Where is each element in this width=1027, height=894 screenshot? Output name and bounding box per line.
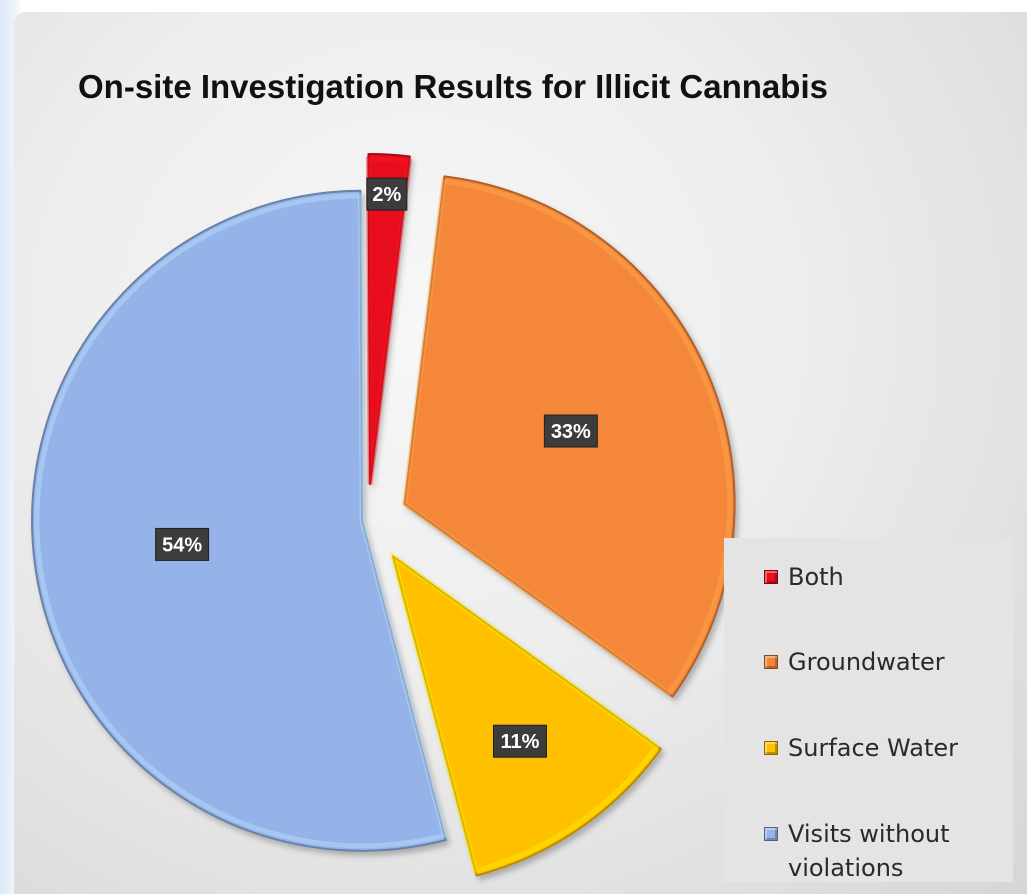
legend-label-visits-without-violations: Visits without violations	[788, 820, 950, 882]
legend-swatch-surface-water	[764, 741, 778, 755]
data-label-both: 2%	[366, 177, 408, 211]
legend-item-both: Both	[724, 560, 1013, 594]
legend-label-groundwater: Groundwater	[788, 648, 945, 676]
data-label-surface-water: 11%	[492, 724, 547, 758]
legend-item-surface-water: Surface Water	[724, 731, 1013, 765]
chart-title: On-site Investigation Results for Illici…	[78, 68, 828, 105]
pie-slice-bevel-groundwater	[402, 178, 733, 698]
pie-slice-bevel-surface-water	[388, 550, 661, 874]
legend-item-visits-without-violations: Visits without violations	[724, 817, 1013, 885]
data-label-text-both: 2%	[372, 184, 401, 206]
legend-label-surface-water: Surface Water	[788, 734, 959, 762]
pie-slice-bevel-visits-without-violations	[34, 193, 448, 849]
data-label-box-visits-without-violations	[155, 527, 210, 561]
legend-swatch-both	[764, 570, 778, 584]
legend-label-both: Both	[788, 563, 844, 591]
data-label-box-surface-water	[492, 724, 547, 758]
data-label-text-visits-without-violations: 54%	[162, 534, 202, 556]
legend-swatch-groundwater	[764, 655, 778, 669]
data-label-text-groundwater: 33%	[551, 421, 591, 443]
legend-item-groundwater: Groundwater	[724, 645, 1013, 679]
data-label-visits-without-violations: 54%	[155, 527, 210, 561]
legend-swatch-visits-without-violations	[764, 827, 778, 841]
pie-slice-both	[367, 153, 411, 486]
pie-slice-visits-without-violations	[31, 189, 447, 852]
data-label-box-both	[366, 177, 408, 211]
data-label-text-surface-water: 11%	[501, 731, 540, 753]
pie-slice-surface-water	[391, 555, 662, 877]
data-label-groundwater: 33%	[543, 414, 598, 448]
chart-legend: Both Groundwater Surface Water Visits wi…	[724, 538, 1013, 882]
data-label-box-groundwater	[543, 414, 598, 448]
pie-slice-bevel-both	[365, 156, 412, 485]
